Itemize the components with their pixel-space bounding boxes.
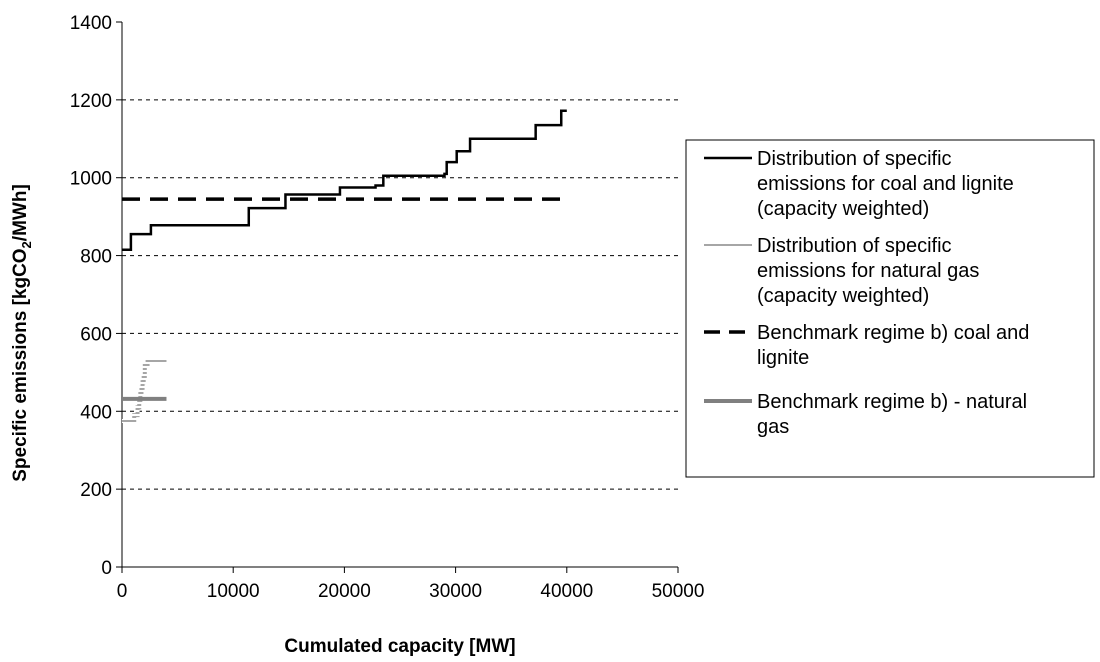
x-tick-labels: 0 10000 20000 30000 40000 50000 <box>117 581 705 602</box>
legend-label-0: Distribution of specific <box>757 148 952 170</box>
legend-label-1: emissions for natural gas <box>757 260 979 282</box>
series-line-0 <box>122 109 567 251</box>
legend: Distribution of specific emissions for co… <box>685 139 1095 478</box>
series-layer <box>122 109 567 424</box>
legend-box <box>685 139 1095 478</box>
axes <box>116 21 679 573</box>
x-axis-title: Cumulated capacity [MW] <box>284 636 515 657</box>
y-tick-label: 800 <box>80 247 112 268</box>
x-tick-label: 20000 <box>318 581 371 602</box>
y-axis-title-subscript: 2 <box>19 241 34 248</box>
x-tick-label: 10000 <box>207 581 260 602</box>
x-tick-label: 0 <box>117 581 128 602</box>
y-axis-title-suffix: /MWh] <box>10 184 31 241</box>
legend-label-0: emissions for coal and lignite <box>757 173 1014 195</box>
y-tick-label: 200 <box>80 480 112 501</box>
legend-label-3: gas <box>757 416 789 438</box>
y-tick-label: 400 <box>80 402 112 423</box>
legend-label-2: lignite <box>757 347 809 369</box>
y-tick-label: 1000 <box>70 169 112 190</box>
y-tick-label: 600 <box>80 324 112 345</box>
legend-label-0: (capacity weighted) <box>757 198 929 220</box>
x-tick-label: 50000 <box>652 581 705 602</box>
legend-label-3: Benchmark regime b) - natural <box>757 391 1027 413</box>
legend-label-1: Distribution of specific <box>757 235 952 257</box>
y-axis-title: Specific emissions [kgCO2/MWh] <box>10 184 34 482</box>
legend-label-2: Benchmark regime b) coal and <box>757 322 1029 344</box>
series-line-1 <box>122 358 167 424</box>
y-tick-label: 1400 <box>70 13 112 34</box>
x-tick-label: 30000 <box>429 581 482 602</box>
y-axis-title-prefix: Specific emissions [kgCO <box>10 248 31 481</box>
y-tick-labels: 0 200 400 600 800 1000 1200 1400 <box>70 13 112 579</box>
y-tick-label: 0 <box>101 558 112 579</box>
legend-label-1: (capacity weighted) <box>757 285 929 307</box>
x-tick-label: 40000 <box>540 581 593 602</box>
y-tick-label: 1200 <box>70 91 112 112</box>
